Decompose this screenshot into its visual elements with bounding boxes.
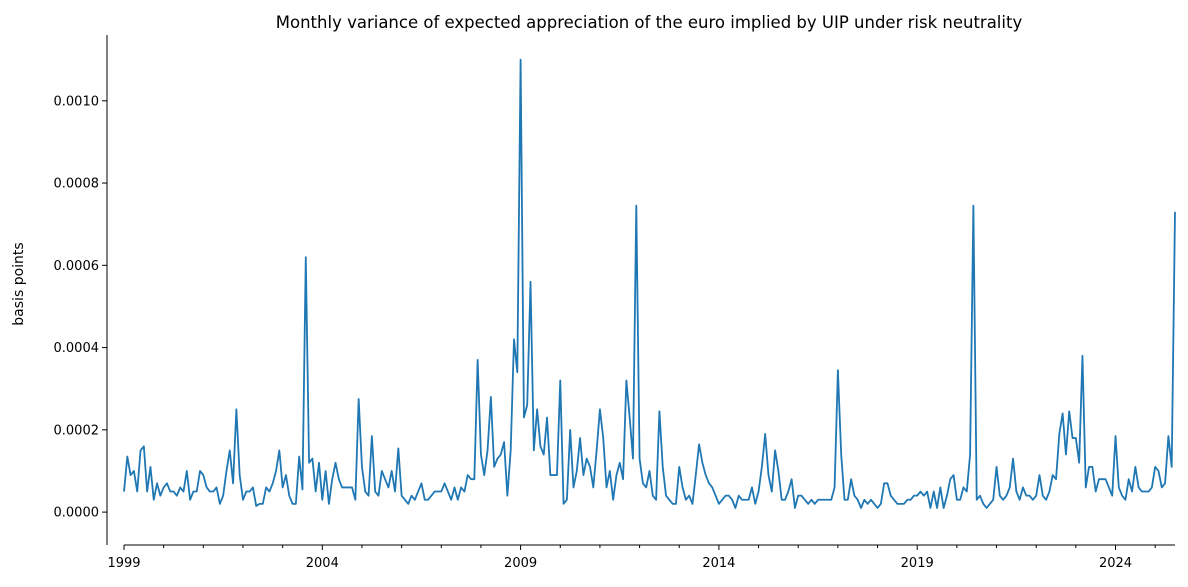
series-line-0 <box>123 58 1176 509</box>
y-axis-label: basis points <box>11 242 27 325</box>
y-tick-label: 0.0000 <box>54 506 100 521</box>
y-tick-label: 0.0006 <box>54 259 100 274</box>
chart-title: Monthly variance of expected appreciatio… <box>276 13 1023 32</box>
y-tick-label: 0.0002 <box>54 423 100 438</box>
y-tick-label: 0.0010 <box>54 94 100 109</box>
x-tick-label: 2024 <box>1099 556 1132 571</box>
x-tick-label: 2004 <box>306 556 339 571</box>
x-tick-label: 2019 <box>901 556 934 571</box>
series-layer <box>123 58 1176 509</box>
x-axis: 1999 2004 2009 2014 2019 2024 <box>107 544 1175 571</box>
x-tick-label: 2014 <box>702 556 735 571</box>
x-tick-label: 2009 <box>504 556 537 571</box>
x-tick-label: 1999 <box>107 556 140 571</box>
y-tick-label: 0.0004 <box>54 341 100 356</box>
y-tick-label: 0.0008 <box>54 177 100 192</box>
y-axis: 0.0000 0.0002 0.0004 0.0006 0.0008 0.0010 <box>54 35 108 545</box>
